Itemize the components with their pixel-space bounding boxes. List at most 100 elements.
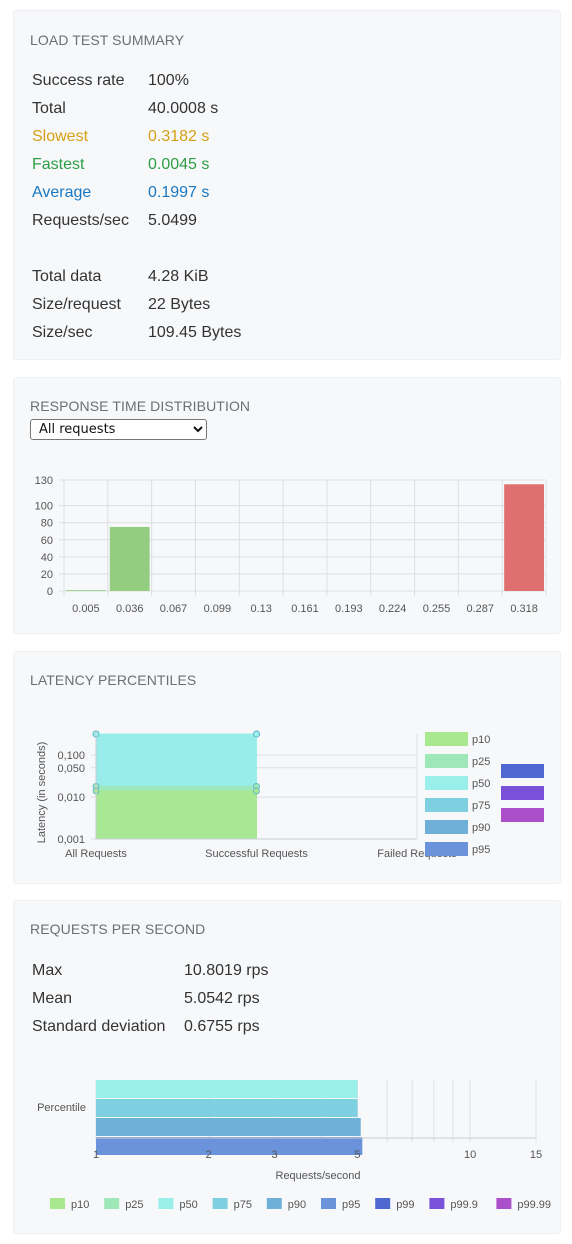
stat-value: 10.8019 rps — [184, 962, 269, 979]
rps-x-label: Requests/second — [276, 1170, 361, 1182]
latency-title: LATENCY PERCENTILES — [30, 672, 197, 688]
legend-label: p50 — [472, 778, 490, 790]
latency-x-tick: Successful Requests — [205, 848, 308, 860]
stat-value: 40.0008 s — [148, 100, 219, 117]
summary-title: LOAD TEST SUMMARY — [30, 32, 185, 48]
legend-swatch — [425, 732, 468, 746]
distribution-title: RESPONSE TIME DISTRIBUTION — [30, 398, 251, 414]
legend-swatch — [501, 808, 544, 822]
stat-label: Size/request — [32, 296, 121, 313]
legend-label: p10 — [71, 1199, 89, 1211]
legend-label: p75 — [472, 800, 490, 812]
latency-y-tick: 0,010 — [57, 792, 85, 804]
hist-bar — [504, 484, 544, 591]
hist-x-tick: 0.318 — [510, 603, 538, 615]
legend-swatch — [425, 798, 468, 812]
rps-x-tick: 10 — [464, 1149, 476, 1161]
rps-card: REQUESTS PER SECOND Max 10.8019 rps Mean 5.… — [13, 900, 561, 1234]
rps-bar-p75 — [96, 1099, 358, 1117]
request-filter-select[interactable]: All requests — [30, 419, 207, 440]
stat-label: Mean — [32, 990, 73, 1007]
legend-swatch — [158, 1198, 174, 1209]
hist-y-tick: 100 — [35, 501, 53, 513]
legend-label: p99.9 — [450, 1199, 478, 1211]
stat-label: Fastest — [32, 156, 85, 173]
legend-label: p95 — [342, 1199, 360, 1211]
response-time-histogram: 0 20 40 60 80 100 130 0.005 0.036 0.067 0.099 0.13 0… — [35, 475, 547, 615]
latency-y-label: Latency (in seconds) — [36, 742, 48, 844]
hist-x-tick: 0.099 — [204, 603, 232, 615]
stat-value: 0.0045 s — [148, 156, 210, 173]
legend-swatch — [501, 786, 544, 800]
rps-bar-p50 — [96, 1080, 358, 1098]
latency-card: LATENCY PERCENTILES 0,001 0,010 0,050 0,100… — [13, 651, 561, 884]
hist-x-tick: 0.255 — [423, 603, 451, 615]
hist-x-tick: 0.193 — [335, 603, 363, 615]
stat-value: 4.28 KiB — [148, 268, 209, 285]
rps-x-tick: 3 — [271, 1149, 277, 1161]
legend-label: p90 — [472, 822, 490, 834]
latency-point — [253, 730, 260, 738]
hist-x-tick: 0.13 — [250, 603, 271, 615]
legend-label: p99 — [396, 1199, 414, 1211]
hist-y-tick: 60 — [41, 535, 53, 547]
legend-swatch — [501, 764, 544, 778]
legend-label: p75 — [234, 1199, 252, 1211]
hist-y-tick: 130 — [35, 475, 53, 487]
rps-x-tick: 15 — [530, 1149, 542, 1161]
latency-area-p10 — [95, 790, 257, 840]
hist-x-tick: 0.224 — [379, 603, 407, 615]
summary-card: LOAD TEST SUMMARY Success rate 100% Total 4… — [13, 10, 561, 360]
legend-swatch — [425, 820, 468, 834]
legend-label: p10 — [472, 734, 490, 746]
rps-percentile-chart: Percentile 1 2 3 5 10 15 Requests/second p10 p25 p… — [37, 1080, 551, 1211]
stat-label: Requests/sec — [32, 212, 129, 229]
stat-label: Success rate — [32, 72, 125, 89]
legend-swatch — [266, 1198, 282, 1209]
stat-label: Slowest — [32, 128, 89, 145]
legend-swatch — [429, 1198, 445, 1209]
rps-x-tick: 2 — [206, 1149, 212, 1161]
stat-label: Total — [32, 100, 66, 117]
stat-value: 5.0499 — [148, 212, 197, 229]
legend-label: p95 — [472, 844, 490, 856]
stat-label: Max — [32, 962, 63, 979]
stat-label: Total data — [32, 268, 102, 285]
rps-title: REQUESTS PER SECOND — [30, 921, 206, 937]
hist-x-tick: 0.067 — [160, 603, 188, 615]
stat-value: 100% — [148, 72, 189, 89]
rps-x-tick: 5 — [354, 1149, 360, 1161]
hist-bar — [66, 590, 106, 591]
stat-value: 0.6755 rps — [184, 1018, 260, 1035]
legend-swatch — [425, 776, 468, 790]
hist-y-tick: 20 — [41, 569, 53, 581]
hist-bar — [109, 526, 150, 591]
hist-y-tick: 80 — [41, 518, 53, 530]
legend-swatch — [212, 1198, 228, 1209]
legend-swatch — [425, 842, 468, 856]
latency-x-tick: All Requests — [65, 848, 127, 860]
legend-label: p50 — [179, 1199, 197, 1211]
rps-category-label: Percentile — [37, 1102, 86, 1114]
legend-label: p25 — [472, 756, 490, 768]
stat-value: 5.0542 rps — [184, 990, 260, 1007]
stat-value: 109.45 Bytes — [148, 324, 242, 341]
latency-point — [253, 787, 260, 795]
legend-swatch — [375, 1198, 391, 1209]
legend-label: p25 — [125, 1199, 143, 1211]
distribution-card: RESPONSE TIME DISTRIBUTION All requests … — [13, 377, 561, 634]
latency-y-tick: 0,050 — [57, 763, 85, 775]
stat-value: 0.1997 s — [148, 184, 210, 201]
stat-label: Size/sec — [32, 324, 93, 341]
hist-x-tick: 0.161 — [291, 603, 319, 615]
rps-x-tick: 1 — [93, 1149, 99, 1161]
hist-x-tick: 0.036 — [116, 603, 144, 615]
latency-y-tick: 0,001 — [57, 834, 85, 846]
legend-label: p90 — [288, 1199, 306, 1211]
hist-y-tick: 0 — [47, 586, 53, 598]
stat-value: 22 Bytes — [148, 296, 211, 313]
rps-bar-p95 — [96, 1137, 363, 1155]
legend-label: p99.99 — [517, 1199, 551, 1211]
stat-value: 0.3182 s — [148, 128, 210, 145]
